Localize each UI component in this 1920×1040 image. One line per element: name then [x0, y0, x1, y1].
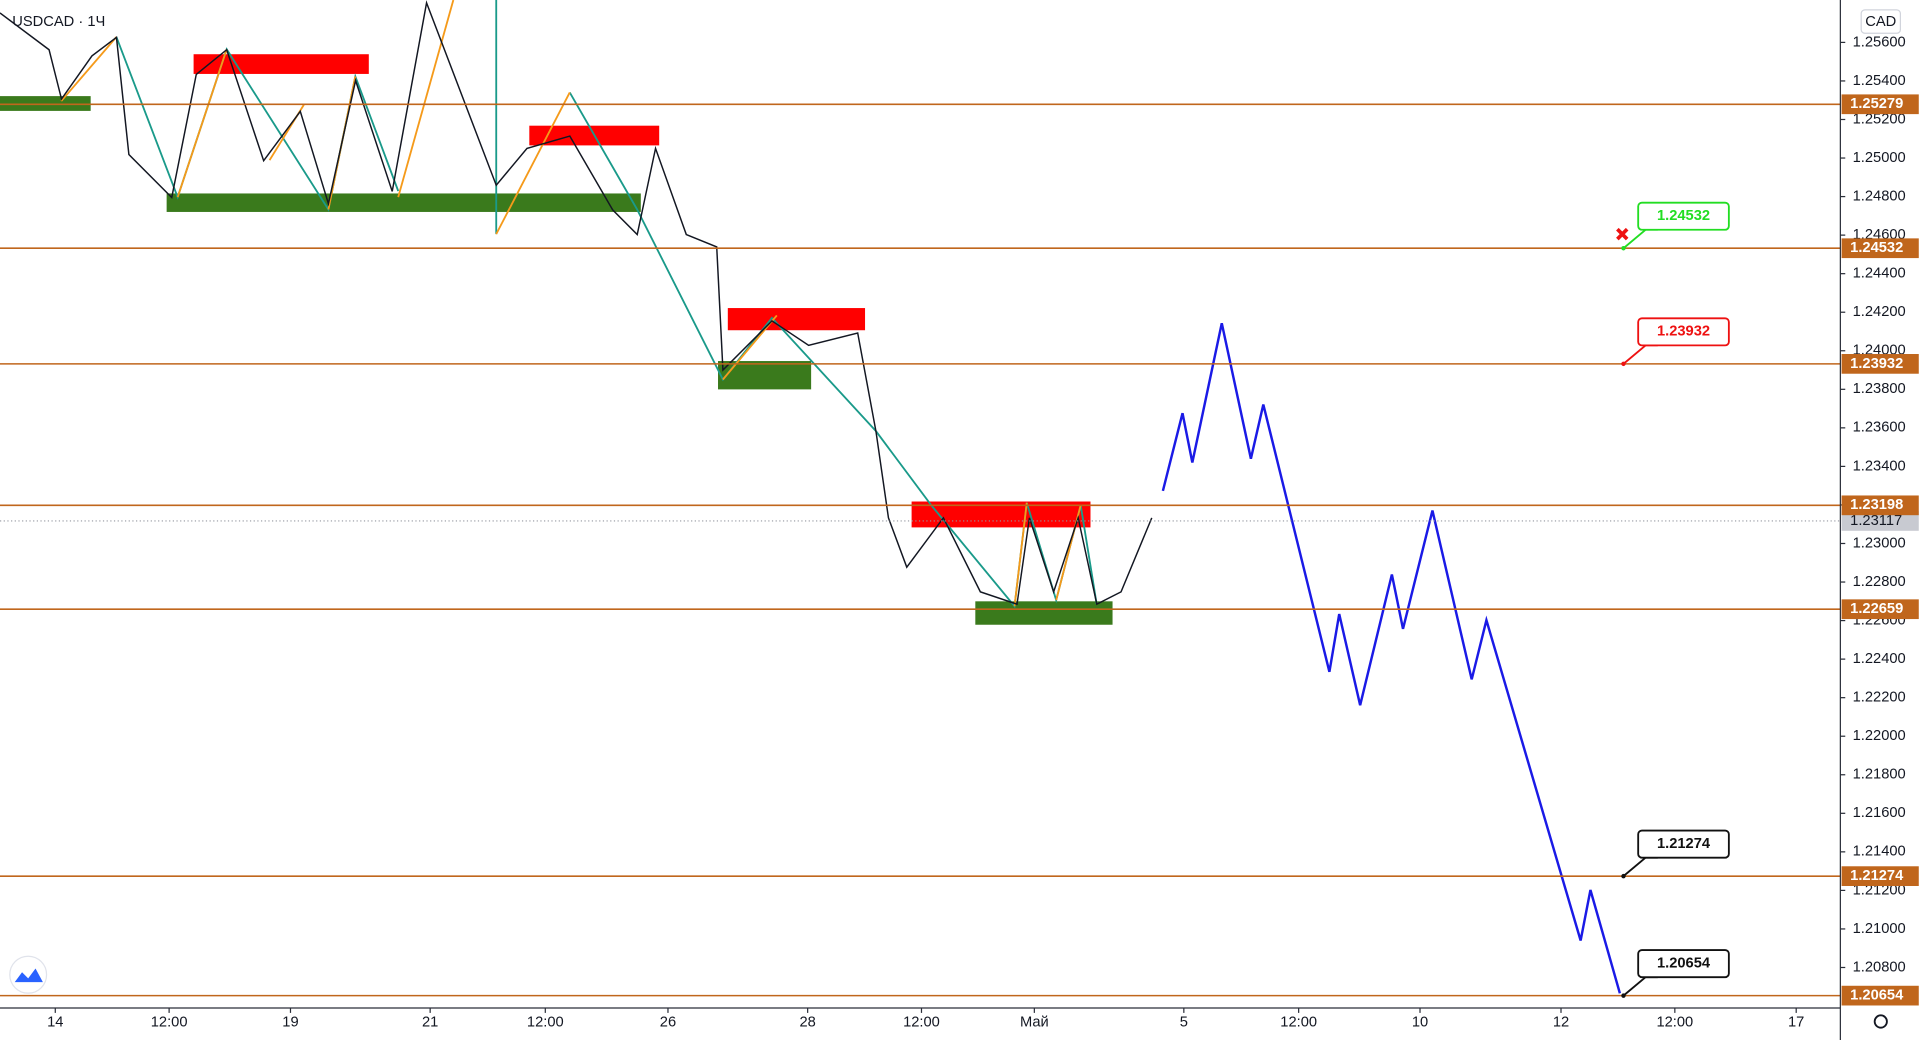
x-tick-label: 19: [282, 1015, 298, 1031]
price-line: [0, 0, 1153, 606]
y-tick-label: 1.20800: [1853, 959, 1906, 975]
callout-anchor: [1621, 993, 1626, 998]
x-tick-label: 28: [799, 1015, 815, 1031]
zigzag: [397, 0, 455, 198]
y-tick-label: 1.22400: [1853, 651, 1906, 667]
level-label: 1.23932: [1850, 356, 1903, 372]
x-tick-label: 12:00: [903, 1015, 940, 1031]
level-badge: [1841, 495, 1919, 516]
logo-icon: [14, 968, 43, 983]
y-tick-label: 1.25000: [1853, 150, 1906, 166]
y-tick-label: 1.23000: [1853, 535, 1906, 551]
callout-box: [1637, 201, 1730, 231]
callout-anchor: [1621, 361, 1626, 367]
x-tick-label: 12: [1553, 1015, 1569, 1031]
x-tick-label: 14: [47, 1015, 63, 1031]
zigzag: [60, 36, 118, 102]
callout-label: 1.24532: [1657, 208, 1710, 224]
x-tick-label: 21: [422, 1015, 438, 1031]
y-tick-label: 1.21200: [1853, 882, 1906, 898]
zigzag: [495, 91, 571, 235]
x-tick-label: 26: [660, 1015, 676, 1031]
level-label: 1.22659: [1850, 601, 1903, 617]
currency-badge[interactable]: [1860, 9, 1902, 34]
level-badge: [1841, 985, 1919, 1006]
zigzag: [176, 48, 228, 198]
cancel-marker: [1616, 227, 1629, 241]
x-tick-label: 12:00: [1280, 1015, 1317, 1031]
callout-label: 1.21274: [1657, 836, 1711, 852]
forecast-line: [1161, 322, 1622, 994]
level-label: 1.25279: [1850, 96, 1903, 112]
x-tick-label: 17: [1788, 1015, 1804, 1031]
zigzag: [722, 314, 778, 381]
demand-zone: [166, 193, 641, 212]
level-label: 1.20654: [1850, 987, 1904, 1003]
level-badge: [1841, 599, 1919, 620]
callout-anchor: [1621, 246, 1626, 251]
supply-zone: [193, 54, 369, 74]
y-tick-label: 1.21000: [1853, 921, 1906, 937]
callout-label: 1.20654: [1657, 955, 1711, 971]
logo: [9, 955, 48, 994]
y-tick-label: 1.24800: [1853, 188, 1906, 204]
level-label: 1.23198: [1850, 497, 1903, 513]
y-tick-label: 1.25600: [1853, 34, 1906, 50]
currency-label: CAD: [1865, 14, 1896, 30]
demand-zone: [975, 601, 1113, 625]
x-tick-label: 12:00: [1656, 1015, 1693, 1031]
callout-label: 1.23932: [1657, 324, 1710, 340]
level-badge: [1841, 238, 1919, 259]
x-tick-label: 12:00: [527, 1015, 564, 1031]
level-label: 1.24532: [1850, 240, 1903, 256]
y-tick-label: 1.23400: [1853, 458, 1906, 474]
y-tick-label: 1.23800: [1853, 381, 1906, 397]
y-tick-label: 1.22200: [1853, 690, 1906, 706]
level-label: 1.21274: [1850, 868, 1904, 884]
level-badge: [1841, 866, 1919, 886]
supply-zone: [727, 308, 866, 331]
callout-box: [1637, 949, 1730, 979]
x-tick-label: Май: [1020, 1015, 1049, 1031]
y-tick-label: 1.21800: [1853, 767, 1906, 783]
current-price-label: 1.23117: [1850, 513, 1902, 529]
y-tick-label: 1.22000: [1853, 728, 1906, 744]
settings-button[interactable]: [1873, 1014, 1888, 1029]
zigzag: [1013, 502, 1028, 607]
callout-box: [1637, 317, 1730, 347]
callout-anchor: [1621, 873, 1626, 879]
y-tick-label: 1.22800: [1853, 574, 1906, 590]
y-tick-label: 1.23600: [1853, 420, 1906, 436]
y-tick-label: 1.24200: [1853, 304, 1906, 320]
y-tick-label: 1.21600: [1853, 805, 1906, 821]
x-tick-label: 12:00: [151, 1015, 188, 1031]
symbol-title: USDCAD · 1Ч: [12, 14, 105, 30]
y-tick-label: 1.24400: [1853, 266, 1906, 282]
x-tick-label: 5: [1180, 1015, 1188, 1031]
level-badge: [1841, 94, 1919, 115]
x-tick-label: 10: [1412, 1015, 1428, 1031]
y-tick-label: 1.21400: [1853, 844, 1906, 860]
y-tick-label: 1.25400: [1853, 73, 1906, 89]
zigzag: [115, 36, 400, 212]
demand-zone: [718, 361, 812, 390]
level-badge: [1841, 354, 1919, 374]
callout-box: [1637, 829, 1730, 859]
y-tick-label: 1.25200: [1853, 111, 1906, 127]
current-price-badge: [1841, 511, 1919, 531]
